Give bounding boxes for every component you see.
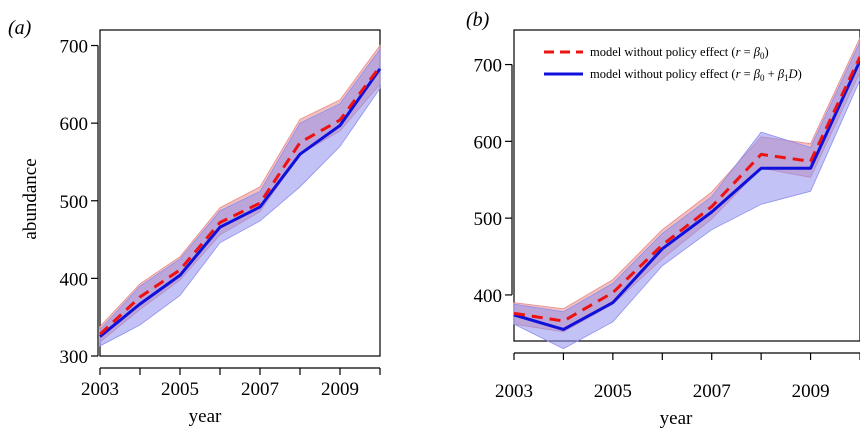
panel-a-label: (a) bbox=[8, 17, 32, 39]
panel-b-series-2-line bbox=[513, 60, 860, 331]
panel-a-frame bbox=[99, 29, 381, 357]
panel-b-y-tick-label: 500 bbox=[474, 209, 503, 230]
panel-b-y-tick-label: 400 bbox=[474, 286, 503, 307]
panel-a-x-tick-label: 2003 bbox=[81, 379, 119, 400]
panel-a-y-tick-label: 300 bbox=[60, 347, 89, 368]
legend: model without policy effect (r = β0) mod… bbox=[544, 45, 802, 83]
panel-a-x-tick-label: 2005 bbox=[161, 379, 199, 400]
panel-a-series-2-line bbox=[99, 67, 382, 338]
panel-b-frame bbox=[513, 29, 860, 342]
panel-b-series-1-line bbox=[513, 56, 860, 323]
panel-a-series-2-band bbox=[99, 48, 381, 347]
legend-label-series-2: model without policy effect (r = β0 + β1… bbox=[590, 67, 802, 83]
panel-b-y-tick-label: 700 bbox=[474, 56, 503, 77]
panel-a-x-tick-label: 2009 bbox=[321, 379, 359, 400]
panel-a-y-tick-label: 400 bbox=[60, 269, 89, 290]
panel-a-series-1-line bbox=[98, 65, 382, 336]
panel-a-x-tick-label: 2007 bbox=[241, 379, 279, 400]
panel-a-y-axis-title: abundance bbox=[20, 158, 41, 239]
panel-b-x-tick-label: 2007 bbox=[693, 381, 731, 402]
panel-b-x-tick-label: 2009 bbox=[792, 381, 830, 402]
panel-a-x-axis-title: year bbox=[189, 406, 222, 427]
legend-label-series-1: model without policy effect (r = β0) bbox=[590, 45, 769, 61]
panel-b-x-tick-label: 2003 bbox=[495, 381, 533, 402]
panel-b-plot: 400 500 600 700 2003 2005 2007 2009 bbox=[474, 29, 860, 402]
panel-a-y-tick-label: 700 bbox=[60, 37, 89, 58]
panel-a-y-tick-label: 600 bbox=[60, 114, 89, 135]
panel-a-plot: 300 400 500 600 700 2003 2005 2007 2009 bbox=[60, 29, 382, 400]
panel-b-label: (b) bbox=[466, 9, 490, 31]
panel-a-y-tick-label: 500 bbox=[60, 192, 89, 213]
panel-b-series-2-band bbox=[513, 41, 860, 350]
panel-b-y-tick-label: 600 bbox=[474, 132, 503, 153]
panel-b-x-axis-title: year bbox=[660, 408, 693, 429]
panel-b-x-tick-label: 2005 bbox=[594, 381, 632, 402]
